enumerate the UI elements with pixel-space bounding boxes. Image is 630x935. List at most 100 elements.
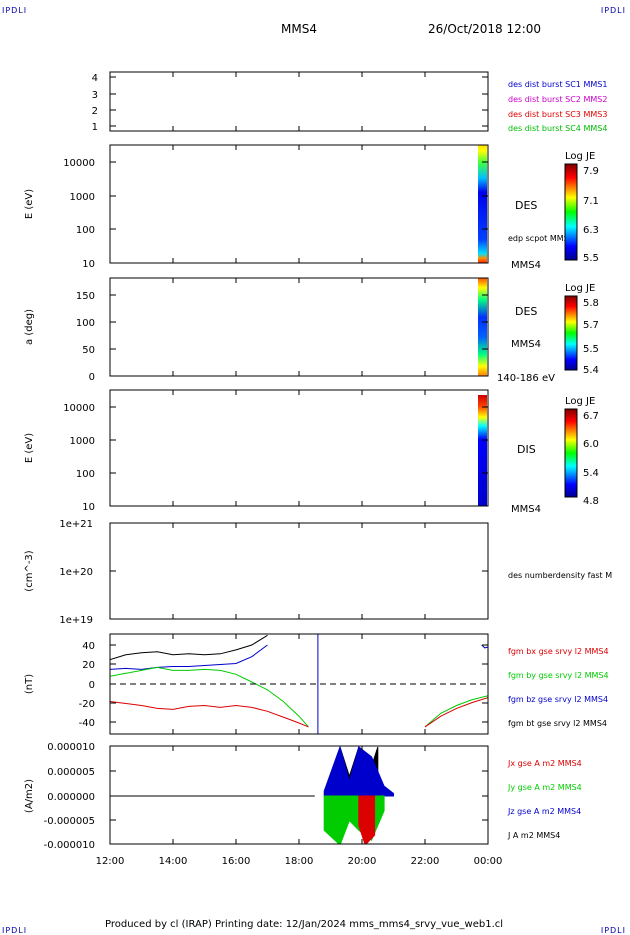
p7-label-j: J A m2 MMS4 <box>507 831 560 840</box>
p6-ytick: 40 <box>82 641 95 652</box>
p2-ytick: 1000 <box>70 192 95 203</box>
corner-tag-top-right: IPDLI <box>600 6 626 15</box>
datetime-title: 26/Oct/2018 12:00 <box>428 22 542 36</box>
p4-cbar-tick: 4.8 <box>583 496 599 507</box>
p2-cbar-tick: 6.3 <box>583 225 599 236</box>
p6-ylabel: (nT) <box>24 674 35 694</box>
p4-ylabel: E (eV) <box>24 433 35 463</box>
des-pitch-spectrogram <box>478 278 487 376</box>
bfield-series-line <box>110 701 309 728</box>
p3-ytick: 0 <box>89 372 95 383</box>
p3-energy-range: 140-186 eV <box>497 373 555 384</box>
p5-ytick: 1e+19 <box>59 615 93 626</box>
p7-ytick: -0.000005 <box>44 816 95 827</box>
p7-ylabel: (A/m2) <box>24 779 35 813</box>
panel-1-frame <box>109 71 489 132</box>
time-tick-label: 20:00 <box>348 856 377 867</box>
p2-colorbar-title: Log JE <box>565 151 595 162</box>
p7-ytick: 0.000000 <box>47 792 95 803</box>
p4-colorbar-title: Log JE <box>565 396 595 407</box>
p3-ytick: 50 <box>82 345 95 356</box>
p2-ylabel: E (eV) <box>24 189 35 219</box>
p6-label-by: fgm by gse srvy l2 MMS4 <box>508 671 609 680</box>
p4-ytick: 100 <box>76 469 95 480</box>
bfield-series-line <box>424 697 488 728</box>
p1-label-mms1: des dist burst SC1 MMS1 <box>508 80 607 89</box>
current-series-group <box>110 746 394 844</box>
current-series-fill <box>323 795 385 844</box>
p7-label-jy: Jy gse A m2 MMS4 <box>507 783 582 792</box>
panel-magnetic-field: 40 20 0 -20 -40 (nT) fgm bx gse srvy l2 … <box>24 633 609 735</box>
panel-2-frame <box>109 144 489 264</box>
p4-colorbar <box>564 408 578 498</box>
bfield-series-line <box>110 666 309 728</box>
p1-ytick: 4 <box>92 73 98 84</box>
bfield-series-group <box>110 634 488 734</box>
time-tick-label: 00:00 <box>474 856 503 867</box>
p3-instrument: DES <box>515 305 537 318</box>
p7-label-jz: Jz gse A m2 MMS4 <box>507 807 581 816</box>
bfield-series-line <box>481 644 488 649</box>
time-tick-label: 12:00 <box>96 856 125 867</box>
p3-ytick: 100 <box>76 318 95 329</box>
corner-tag-bottom-left: IPDLI <box>2 926 28 935</box>
panel-des-pitch-angle: 150 100 50 0 a (deg) DES MMS4 140-186 eV… <box>24 277 599 384</box>
time-axis: 12:00 14:00 16:00 18:00 20:00 22:00 00:00 <box>96 72 503 867</box>
p3-cbar-tick: 5.5 <box>583 344 599 355</box>
p7-label-jx: Jx gse A m2 MMS4 <box>507 759 582 768</box>
spacecraft-title: MMS4 <box>281 22 317 36</box>
p3-colorbar-title: Log JE <box>565 283 595 294</box>
footer-credits: Produced by cl (IRAP) Printing date: 12/… <box>105 919 504 930</box>
p4-probe: MMS4 <box>511 504 541 515</box>
p6-label-bz: fgm bz gse srvy l2 MMS4 <box>508 695 608 704</box>
p5-label: des numberdensity fast M <box>508 571 612 580</box>
time-tick-label: 14:00 <box>159 856 188 867</box>
p3-probe: MMS4 <box>511 339 541 350</box>
p2-ytick: 10000 <box>63 158 95 169</box>
p6-ytick: 0 <box>89 680 95 691</box>
p1-ytick: 3 <box>92 90 98 101</box>
p2-probe: MMS4 <box>511 260 541 271</box>
p3-cbar-tick: 5.4 <box>583 365 599 376</box>
panel-5-frame <box>109 522 489 620</box>
p4-ytick: 1000 <box>70 436 95 447</box>
p4-instrument: DIS <box>517 443 536 456</box>
p6-label-bx: fgm bx gse srvy l2 MMS4 <box>508 647 609 656</box>
p2-ytick: 100 <box>76 225 95 236</box>
p7-ytick: -0.000010 <box>44 840 95 851</box>
p4-cbar-tick: 6.0 <box>583 439 599 450</box>
panel-current-density: 0.000010 0.000005 0.000000 -0.000005 -0.… <box>24 742 582 851</box>
current-series-fill <box>323 746 394 797</box>
p5-ytick: 1e+20 <box>59 567 93 578</box>
panel-number-density: 1e+21 1e+20 1e+19 (cm^-3) des numberdens… <box>24 519 612 626</box>
panel-burst-availability: 4 3 2 1 des dist burst SC1 MMS1 des dist… <box>92 71 607 133</box>
des-energy-spectrogram <box>478 145 487 263</box>
dis-energy-spectrogram <box>478 395 487 506</box>
p4-cbar-tick: 5.4 <box>583 468 599 479</box>
p2-colorbar <box>564 163 578 261</box>
p6-label-bt: fgm bt gse srvy l2 MMS4 <box>508 719 607 728</box>
corner-tag-bottom-right: IPDLI <box>600 926 626 935</box>
p1-label-mms3: des dist burst SC3 MMS3 <box>508 110 607 119</box>
current-series-fill <box>358 795 376 844</box>
p2-cbar-tick: 7.9 <box>583 166 599 177</box>
p7-ytick: 0.000010 <box>47 742 95 753</box>
p6-ytick: 20 <box>82 660 95 671</box>
p5-ytick: 1e+21 <box>59 519 93 530</box>
p1-label-mms4: des dist burst SC4 MMS4 <box>508 124 607 133</box>
p2-instrument: DES <box>515 199 537 212</box>
p2-cbar-tick: 5.5 <box>583 253 599 264</box>
bfield-series-line <box>424 695 488 728</box>
p2-ytick: 10 <box>82 259 95 270</box>
p1-ytick: 2 <box>92 106 98 117</box>
time-tick-label: 16:00 <box>222 856 251 867</box>
p4-cbar-tick: 6.7 <box>583 411 599 422</box>
time-tick-label: 22:00 <box>411 856 440 867</box>
p4-ytick: 10000 <box>63 403 95 414</box>
panel-3-frame <box>109 277 489 377</box>
p5-ylabel: (cm^-3) <box>24 550 35 591</box>
p3-ylabel: a (deg) <box>24 309 35 345</box>
panel-7-frame <box>109 745 489 845</box>
p1-ytick: 1 <box>92 122 98 133</box>
